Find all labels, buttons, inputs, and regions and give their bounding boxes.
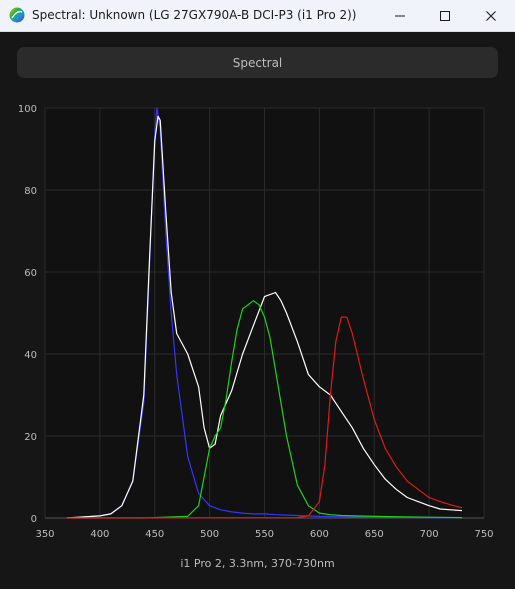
x-tick-label: 700 [420, 529, 439, 540]
title-bar[interactable]: Spectral: Unknown (LG 27GX790A-B DCI-P3 … [0, 0, 515, 32]
instrument-label: i1 Pro 2, 3.3nm, 370-730nm [180, 557, 335, 570]
spectrum-series-line [67, 300, 463, 519]
window-title: Spectral: Unknown (LG 27GX790A-B DCI-P3 … [32, 8, 357, 22]
x-tick-label: 650 [365, 529, 384, 540]
minimize-button[interactable] [377, 0, 423, 31]
spectrum-app-icon [9, 7, 25, 23]
y-tick-label: 100 [18, 104, 37, 115]
x-tick-label: 450 [145, 529, 164, 540]
x-tick-label: 400 [90, 529, 109, 540]
spectrum-series-line [66, 115, 463, 519]
spectrum-series-line [66, 316, 463, 519]
x-tick-label: 550 [255, 529, 274, 540]
y-tick-label: 0 [31, 514, 37, 525]
x-tick-label: 350 [35, 529, 54, 540]
x-tick-label: 600 [310, 529, 329, 540]
y-tick-label: 60 [24, 268, 37, 279]
spectral-tab-button[interactable]: Spectral [17, 47, 498, 78]
close-button[interactable] [468, 0, 514, 31]
maximize-button[interactable] [422, 0, 468, 31]
x-tick-label: 500 [200, 529, 219, 540]
x-tick-label: 750 [474, 529, 493, 540]
y-tick-label: 80 [24, 186, 37, 197]
spectral-chart: 350 400 450 500 550 600 650 700 750 0 20 40 60 80 100 [18, 104, 494, 540]
close-icon [486, 10, 496, 21]
y-tick-label: 20 [24, 432, 37, 443]
maximize-icon [440, 10, 450, 21]
minimize-icon [395, 15, 405, 16]
y-tick-label: 40 [24, 350, 37, 361]
